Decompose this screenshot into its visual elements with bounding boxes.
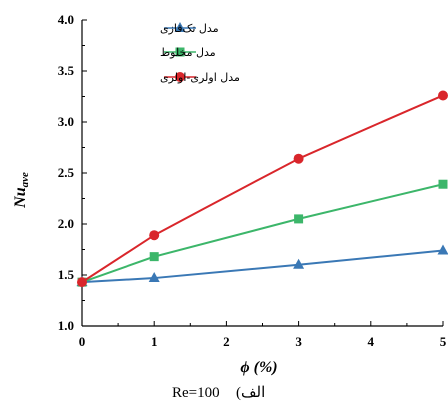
- y-tick-label: 3.5: [58, 63, 75, 78]
- y-tick-label: 4.0: [58, 12, 74, 27]
- x-ticks: 0 1 2 3 4 5: [79, 321, 447, 349]
- data-point: [293, 258, 305, 269]
- series-line: [81, 94, 444, 283]
- data-point: [294, 214, 304, 224]
- series-group: [76, 90, 448, 288]
- data-point: [438, 179, 448, 189]
- y-tick-label: 1.0: [58, 318, 74, 333]
- y-tick-label: 1.5: [58, 267, 75, 282]
- x-tick-label: 2: [223, 334, 230, 349]
- y-axis-label: Nuave: [12, 172, 31, 209]
- data-point: [293, 153, 304, 164]
- x-tick-label: 5: [440, 334, 447, 349]
- legend-marker: [174, 22, 186, 32]
- x-tick-label: 1: [151, 334, 158, 349]
- x-tick-label: 3: [295, 334, 302, 349]
- data-point: [149, 230, 160, 241]
- series-line: [81, 249, 444, 284]
- legend-label: مدل تک‌فازی: [160, 22, 219, 35]
- series-line: [81, 183, 444, 284]
- legend-marker: [175, 72, 185, 82]
- x-tick-label: 4: [368, 334, 375, 349]
- caption-label: (الف: [236, 385, 265, 401]
- data-point: [149, 252, 159, 262]
- data-point: [438, 90, 448, 101]
- data-point: [77, 277, 87, 288]
- y-ticks: 1.0 1.5 2.0 2.5 3.0 3.5 4.0: [58, 12, 87, 333]
- x-tick-label: 0: [79, 334, 86, 349]
- caption: Re=100 (الف: [172, 385, 265, 401]
- y-tick-label: 3.0: [58, 114, 74, 129]
- caption-reynolds: Re=100: [172, 385, 220, 401]
- legend: مدل تک‌فازی مدل مخلوط مدل اولری-اولری: [160, 22, 240, 84]
- legend-label: مدل اولری-اولری: [160, 71, 240, 84]
- axes: [81, 20, 443, 327]
- series-square: [77, 179, 448, 287]
- legend-label: مدل مخلوط: [160, 46, 216, 59]
- legend-marker: [175, 47, 185, 57]
- data-point: [437, 244, 448, 255]
- x-axis-label: ϕ (%): [240, 359, 277, 376]
- y-tick-label: 2.5: [58, 165, 75, 180]
- y-tick-label: 2.0: [58, 216, 74, 231]
- series-circle: [77, 90, 448, 288]
- data-point: [148, 272, 160, 283]
